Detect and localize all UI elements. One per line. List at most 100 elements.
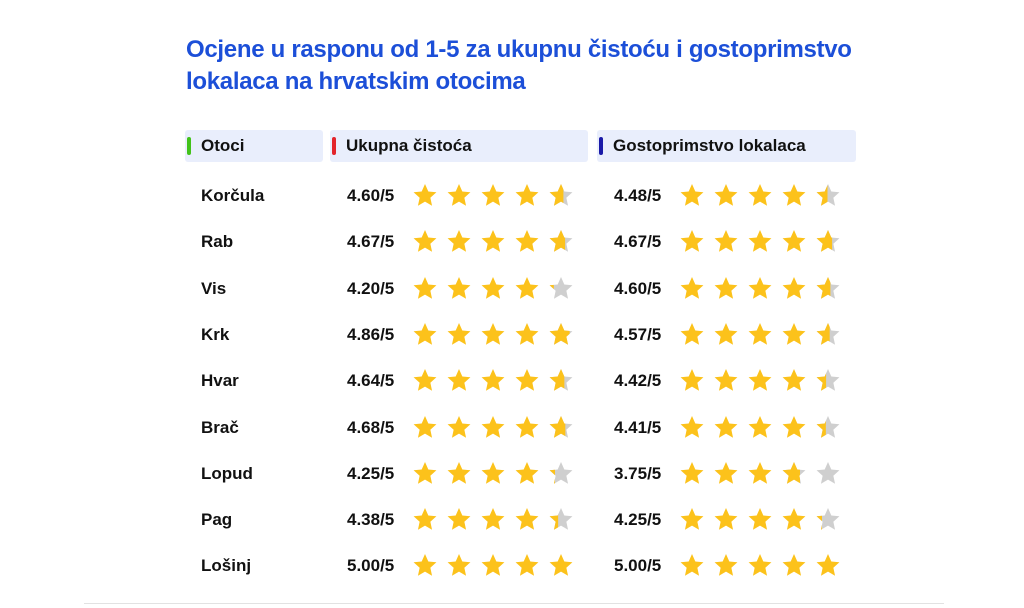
island-name: Lopud: [201, 463, 253, 483]
star-icon: [816, 230, 840, 253]
star-icon: [481, 322, 505, 345]
cleanliness-value: 4.86/5: [347, 324, 395, 344]
star-icon: [816, 508, 840, 530]
star-icon: [816, 415, 840, 438]
hospitality-stars: [680, 461, 840, 484]
star-icon: [413, 230, 437, 253]
star-icon: [748, 184, 772, 206]
cleanliness-value: 4.38/5: [347, 510, 395, 530]
island-name: Korčula: [201, 186, 265, 205]
star-icon: [515, 415, 539, 438]
star-icon: [481, 461, 505, 484]
star-icon: [481, 230, 505, 253]
star-icon: [714, 508, 738, 530]
chart-title: Ocjene u rasponu od 1-5 za ukupnu čistoć…: [186, 36, 852, 95]
star-icon: [515, 461, 539, 484]
hospitality-stars: [680, 184, 840, 206]
star-icon: [782, 276, 806, 299]
cleanliness-value: 5.00/5: [347, 556, 395, 576]
star-icon: [447, 508, 471, 530]
star-icon: [413, 461, 437, 484]
star-icon: [549, 508, 573, 530]
table-row: Lopud 4.25/5 3.75/5: [0, 451, 1024, 497]
hospitality-stars: [680, 230, 840, 253]
star-icon: [447, 415, 471, 438]
star-icon: [714, 184, 738, 206]
star-icon: [782, 508, 806, 530]
cleanliness-value: 4.64/5: [347, 371, 395, 391]
star-icon: [714, 415, 738, 438]
star-icon: [447, 554, 471, 577]
star-icon: [714, 322, 738, 345]
hospitality-stars: [680, 415, 840, 438]
star-icon: [680, 276, 704, 299]
star-icon: [549, 554, 573, 577]
star-icon: [413, 554, 437, 577]
cleanliness-value: 4.20/5: [347, 278, 395, 298]
star-icon: [782, 369, 806, 391]
table-row: Korčula 4.60/5 4.48/5: [0, 173, 1024, 219]
red-marker-icon: [332, 137, 336, 155]
star-icon: [413, 415, 437, 438]
star-icon: [549, 415, 573, 438]
star-icon: [748, 369, 772, 391]
hospitality-stars: [680, 554, 840, 577]
cleanliness-value: 4.25/5: [347, 463, 395, 483]
table-row: Rab 4.67/5 4.67/5: [0, 219, 1024, 265]
star-icon: [782, 184, 806, 206]
star-icon: [413, 322, 437, 345]
star-icon: [714, 369, 738, 391]
island-name: Brač: [201, 417, 239, 437]
star-icon: [515, 276, 539, 299]
island-name: Rab: [201, 232, 234, 252]
star-icon: [413, 508, 437, 530]
star-icon: [748, 276, 772, 299]
cleanliness-stars: [413, 369, 573, 391]
cleanliness-stars: [413, 508, 573, 530]
column-header-label: Otoci: [201, 136, 245, 155]
hospitality-value: 4.25/5: [614, 510, 662, 530]
star-icon: [549, 184, 573, 206]
hospitality-stars: [680, 322, 840, 345]
star-icon: [782, 554, 806, 577]
star-icon: [413, 369, 437, 391]
star-icon: [714, 461, 738, 484]
star-icon: [481, 508, 505, 530]
hospitality-value: 4.48/5: [614, 186, 662, 205]
star-icon: [748, 554, 772, 577]
cleanliness-value: 4.60/5: [347, 186, 395, 205]
star-icon: [782, 322, 806, 345]
star-icon: [549, 322, 573, 345]
star-icon: [782, 461, 806, 484]
star-icon: [680, 461, 704, 484]
hospitality-value: 5.00/5: [614, 556, 662, 576]
blue-marker-icon: [599, 137, 603, 155]
star-icon: [515, 554, 539, 577]
star-icon: [447, 276, 471, 299]
cleanliness-stars: [413, 276, 573, 299]
star-icon: [748, 230, 772, 253]
cleanliness-value: 4.68/5: [347, 417, 395, 437]
column-header-cleanliness: Ukupna čistoća: [330, 130, 588, 162]
star-icon: [447, 184, 471, 206]
island-name: Lošinj: [201, 556, 252, 576]
cleanliness-stars: [413, 554, 573, 577]
star-icon: [714, 554, 738, 577]
table-row: Hvar 4.64/5 4.42/5: [0, 358, 1024, 404]
hospitality-stars: [680, 276, 840, 299]
cleanliness-stars: [413, 184, 573, 206]
cleanliness-value: 4.67/5: [347, 232, 395, 252]
star-icon: [680, 184, 704, 206]
table-row: Vis 4.20/5 4.60/5: [0, 266, 1024, 312]
column-header-label: Gostoprimstvo lokalaca: [613, 136, 806, 155]
star-icon: [680, 554, 704, 577]
hospitality-value: 4.41/5: [614, 417, 662, 437]
hospitality-value: 4.60/5: [614, 278, 662, 298]
star-icon: [748, 415, 772, 438]
star-icon: [782, 415, 806, 438]
star-icon: [515, 230, 539, 253]
star-icon: [549, 461, 573, 484]
star-icon: [680, 415, 704, 438]
star-icon: [748, 322, 772, 345]
